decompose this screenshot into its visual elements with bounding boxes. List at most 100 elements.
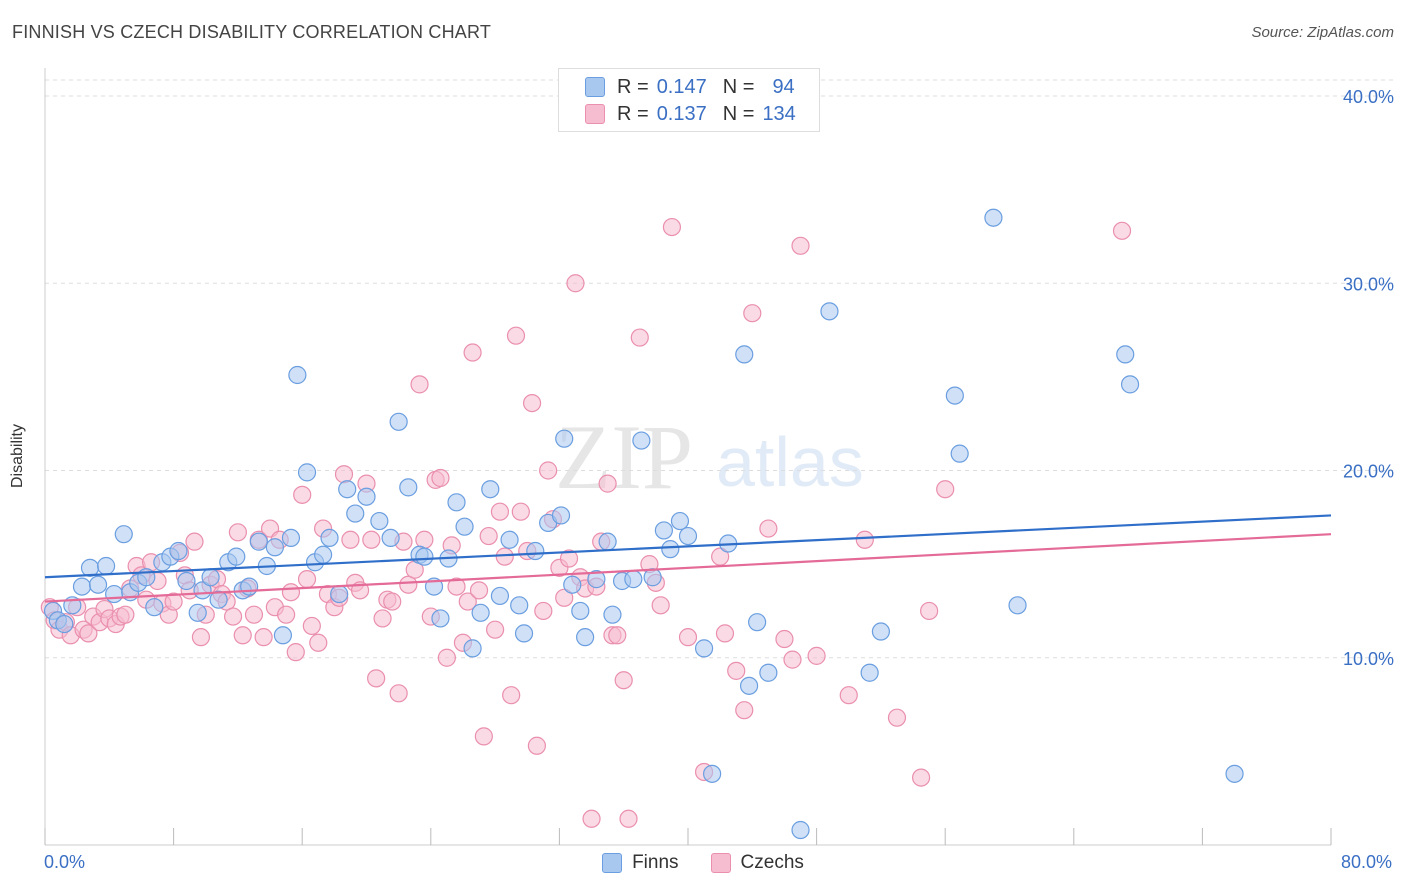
czechs-point <box>479 526 498 546</box>
czechs-r-value: 0.137 <box>656 102 707 125</box>
y-tick-label: 20.0% <box>1343 462 1394 482</box>
finns-n-label: N = <box>722 75 755 98</box>
czechs-point <box>651 596 670 615</box>
czechs-point <box>775 629 794 649</box>
finns-point <box>571 601 590 621</box>
finns-r-value: 0.147 <box>656 75 707 98</box>
finns-swatch <box>585 77 605 97</box>
finns-point <box>748 613 767 632</box>
czechs-point <box>474 727 493 746</box>
czechs-point <box>936 480 955 499</box>
czechs-point <box>839 686 858 705</box>
legend-row-finns: R = 0.147 N = 94 <box>585 75 795 99</box>
czechs-point <box>678 628 698 647</box>
finns-point <box>169 541 188 561</box>
axes <box>44 68 1332 846</box>
finns-point <box>984 208 1003 227</box>
czechs-point <box>495 547 514 566</box>
czechs-point <box>463 343 482 362</box>
y-tick-labels: 10.0% 20.0% 30.0% 40.0% <box>1343 87 1394 669</box>
finns-point <box>703 764 722 783</box>
czechs-point <box>735 701 754 720</box>
finns-point <box>1008 596 1027 615</box>
finns-point <box>330 584 349 604</box>
czechs-point <box>116 605 135 624</box>
czechs-point <box>383 592 402 611</box>
czechs-point <box>566 274 585 293</box>
czechs-point <box>373 609 392 628</box>
finns-point <box>1120 375 1140 394</box>
finns-legend-swatch <box>602 853 623 873</box>
czechs-point <box>286 643 305 662</box>
czechs-point <box>807 646 826 665</box>
finns-n-value: 94 <box>772 75 795 98</box>
czechs-point <box>389 684 408 703</box>
finns-point <box>177 571 196 591</box>
y-tick-label: 30.0% <box>1343 274 1394 294</box>
czechs-point <box>334 465 354 484</box>
legend-row-czechs: R = 0.137 N = 134 <box>585 102 796 126</box>
finns-point <box>471 603 490 622</box>
czechs-point <box>759 519 778 538</box>
finns-r-label: R = <box>617 75 649 98</box>
czechs-point <box>185 532 204 551</box>
watermark-atlas: atlas <box>716 423 864 501</box>
grid <box>45 79 1395 659</box>
czechs-point <box>447 577 466 596</box>
czechs-point <box>410 375 429 394</box>
finns-point <box>455 517 474 536</box>
finns-point <box>654 521 673 540</box>
finns-point <box>950 444 969 463</box>
finns-point <box>1225 764 1244 783</box>
finns-point <box>96 556 116 576</box>
finns-point <box>389 412 408 431</box>
finns-point <box>598 532 617 551</box>
finns-point <box>209 590 228 609</box>
finns-point <box>694 639 714 658</box>
finns-point <box>632 431 651 450</box>
finns-point <box>587 570 606 589</box>
finns-point <box>624 570 643 589</box>
y-tick-label: 40.0% <box>1343 87 1394 107</box>
czechs-point <box>559 549 579 568</box>
finns-point <box>273 626 293 645</box>
czechs-point <box>502 686 521 705</box>
czechs-point <box>1112 221 1132 240</box>
watermark: ZIP atlas <box>555 406 864 508</box>
czechs-trend-line <box>44 533 1332 603</box>
finns-point <box>791 820 810 840</box>
czechs-point <box>727 661 746 680</box>
czechs-point <box>555 588 574 607</box>
czechs-point <box>715 624 735 643</box>
finns-point <box>288 365 307 385</box>
finns-point <box>661 540 680 559</box>
czechs-point <box>431 468 450 488</box>
czechs-point <box>920 601 939 621</box>
czechs-point <box>662 217 682 237</box>
czechs-points <box>40 217 1132 828</box>
czechs-point <box>415 530 434 549</box>
finns-point <box>643 568 662 587</box>
legend: R = 0.147 N = 94 R = 0.137 N = 134 <box>558 68 820 132</box>
finns-point <box>240 577 259 596</box>
finns-point <box>555 429 574 448</box>
czechs-point <box>855 530 874 549</box>
finns-point <box>500 530 519 549</box>
czechs-point <box>293 485 312 504</box>
finns-point <box>1116 345 1135 364</box>
czechs-point <box>630 328 649 347</box>
finns-points <box>43 208 1244 840</box>
finns-point <box>431 609 450 628</box>
czechs-point <box>228 523 247 542</box>
czechs-point <box>277 605 296 624</box>
finns-point <box>526 541 545 561</box>
finns-point <box>88 575 108 594</box>
czechs-point <box>469 581 489 600</box>
czechs-point <box>619 809 638 828</box>
czechs-point <box>522 393 542 413</box>
finns-point <box>670 511 690 531</box>
finns-point <box>945 386 964 405</box>
finns-point <box>357 487 376 506</box>
finns-point <box>759 663 778 682</box>
czechs-point <box>281 583 301 602</box>
